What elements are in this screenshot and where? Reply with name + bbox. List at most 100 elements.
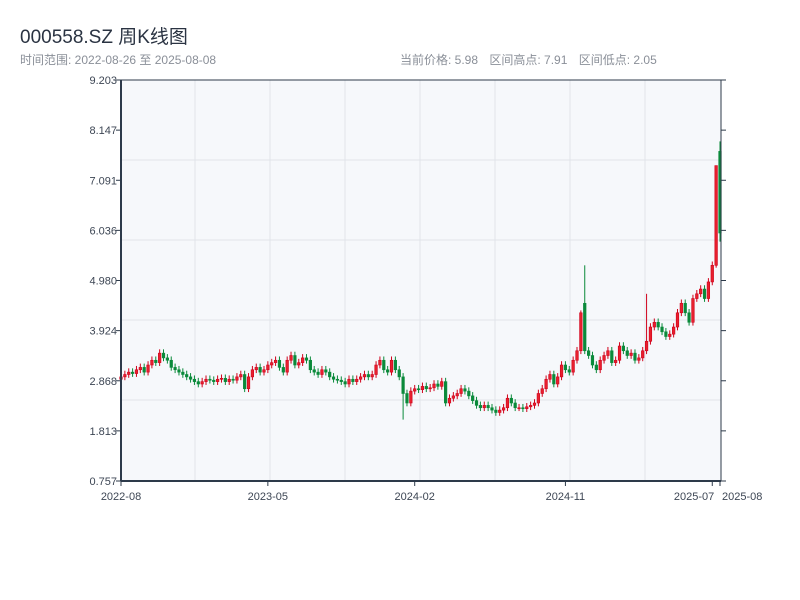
grid xyxy=(121,80,721,481)
candle xyxy=(420,382,425,394)
candle xyxy=(583,265,587,355)
candle xyxy=(316,368,320,378)
candle-body xyxy=(509,397,513,404)
candle-body xyxy=(648,326,653,342)
candle xyxy=(478,401,483,412)
candle xyxy=(262,365,266,376)
candle xyxy=(270,358,274,369)
candle-body xyxy=(405,393,409,404)
candle xyxy=(130,368,135,377)
candle-body xyxy=(494,409,498,413)
candle xyxy=(459,384,463,397)
candle xyxy=(304,354,309,364)
candle-body xyxy=(606,350,610,356)
candle-body xyxy=(579,312,583,352)
candle-body xyxy=(478,405,483,409)
candle-body xyxy=(540,388,544,394)
candle-body xyxy=(177,369,181,373)
candle-body xyxy=(165,357,169,361)
candle xyxy=(587,346,591,359)
candle-body xyxy=(699,288,703,295)
candle-body xyxy=(583,302,587,352)
candle-body xyxy=(714,165,718,266)
candle-body xyxy=(328,371,332,378)
candle xyxy=(556,373,560,388)
x-tick-label: 2024-02 xyxy=(395,491,435,503)
range-high: 区间高点: 7.91 xyxy=(489,53,568,67)
candle xyxy=(328,368,332,381)
candle xyxy=(185,370,189,381)
candle-body xyxy=(637,357,641,361)
candle xyxy=(277,356,282,371)
candle-body xyxy=(641,350,645,359)
candle xyxy=(444,377,448,407)
candle xyxy=(501,403,506,414)
candle-body xyxy=(532,402,537,406)
candle-body xyxy=(281,367,285,373)
candle-body xyxy=(424,386,428,390)
candle xyxy=(474,396,479,409)
candle xyxy=(579,310,583,355)
candle xyxy=(312,365,316,376)
candle-body xyxy=(602,355,606,361)
candle xyxy=(641,346,645,362)
candle xyxy=(482,401,486,412)
candle-body xyxy=(246,376,251,390)
candle xyxy=(358,373,363,383)
candle xyxy=(451,392,455,402)
candle-body xyxy=(378,359,382,366)
candle-body xyxy=(529,405,533,408)
candle xyxy=(293,351,297,369)
candle xyxy=(127,368,131,378)
candle xyxy=(486,401,490,412)
candle xyxy=(602,351,606,364)
candle xyxy=(532,399,537,409)
candle xyxy=(331,373,336,383)
candle xyxy=(706,278,711,302)
candle-body xyxy=(223,378,227,382)
candle xyxy=(273,356,278,366)
candle xyxy=(146,361,150,376)
candle-body xyxy=(567,369,571,373)
candle xyxy=(436,380,440,390)
candle-body xyxy=(270,362,274,366)
candle-body xyxy=(150,359,154,366)
candle-body xyxy=(575,350,579,361)
candle-body xyxy=(130,371,135,374)
candle xyxy=(154,356,158,366)
candle xyxy=(571,356,575,376)
candle-body xyxy=(590,355,595,366)
candle xyxy=(386,365,390,376)
candle xyxy=(308,356,312,374)
candle-body xyxy=(297,362,301,366)
candle xyxy=(301,354,305,366)
candle xyxy=(695,289,699,302)
candles xyxy=(119,141,722,420)
candle xyxy=(177,365,181,376)
candle xyxy=(335,375,340,384)
candle-body xyxy=(644,340,649,352)
candle-body xyxy=(324,369,328,373)
candle-body xyxy=(370,374,374,378)
candle-body xyxy=(598,359,602,371)
candle xyxy=(672,323,676,338)
candle xyxy=(691,294,695,326)
candle-body xyxy=(629,352,633,356)
candle xyxy=(637,354,641,364)
candle-body xyxy=(617,345,622,361)
price-summary: 当前价格: 5.98 区间高点: 7.91 区间低点: 2.05 xyxy=(400,51,665,68)
candle-body xyxy=(250,369,254,378)
x-tick-label: 2025-08 xyxy=(722,491,762,503)
x-tick-label: 2023-05 xyxy=(248,491,288,503)
x-tick-label: 2024-11 xyxy=(546,491,586,503)
candle-body xyxy=(204,378,208,382)
candle-body xyxy=(486,405,490,409)
candle xyxy=(374,361,378,378)
candle-body xyxy=(490,407,494,411)
candle-body xyxy=(679,302,683,314)
candle-body xyxy=(428,387,432,390)
candle-body xyxy=(683,302,687,314)
candle-body xyxy=(142,367,146,373)
candle-body xyxy=(173,367,177,371)
